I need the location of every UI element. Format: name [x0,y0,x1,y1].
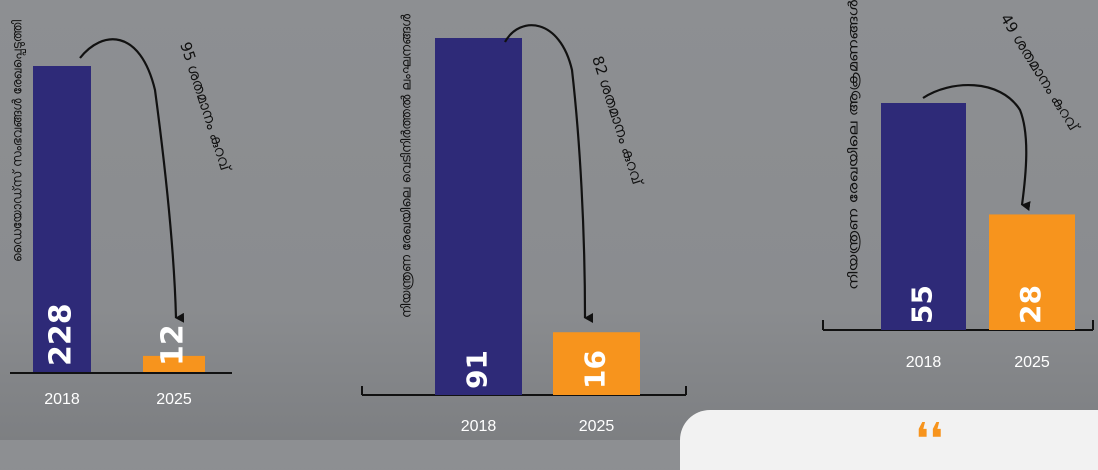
bar-value-label: 12 [156,324,191,366]
x-tick-label: 2025 [156,391,192,408]
bar-2018 [435,38,522,395]
bar-value-label: 28 [1014,285,1047,324]
change-annotation: 95 ശതമാനം കുറവ് [176,40,235,175]
quote-mark-icon: ❛❛ [915,414,944,465]
x-tick-label: 2025 [579,418,615,435]
change-annotation: 82 ശതമാനം കുറവ് [588,54,647,189]
y-axis-label: ഡൈയോഡ്‌സ് സംഭവങ്ങൾ രേഖപ്പെടുത്തി [11,20,26,262]
bar-2025 [553,332,640,395]
bottom-card [680,410,1098,470]
x-tick-label: 2018 [44,391,80,408]
x-tick-label: 2018 [461,418,497,435]
change-annotation: 49 ശതമാനം കുറവ് [997,11,1085,136]
y-axis-label: നിയന്ത്രണ രേഖയിലെ ആക്രമണങ്ങൾ [847,0,862,290]
bar-value-label: 91 [461,350,494,389]
bar-value-label: 16 [579,350,612,389]
decrease-arrow-icon [79,38,185,323]
y-axis-label: നിയന്ത്രണ രേഖയിലെ വെടിനിർത്തൽ ലംഘനങ്ങൾ [400,13,415,318]
bar-2025 [989,214,1075,330]
bar-value-label: 228 [44,303,79,366]
decrease-arrow-icon [922,83,1031,212]
x-tick-label: 2018 [906,354,942,371]
bar-2018 [33,66,91,372]
bar-value-label: 55 [906,285,939,324]
decrease-arrow-icon [504,24,594,323]
bar-2018 [881,103,966,330]
bar-2025 [143,355,205,372]
x-tick-label: 2025 [1014,354,1050,371]
charts-canvas: 228 2018 12 2025 ഡൈയോഡ്‌സ് സംഭവങ്ങൾ രേഖപ്പെട… [10,0,1094,435]
